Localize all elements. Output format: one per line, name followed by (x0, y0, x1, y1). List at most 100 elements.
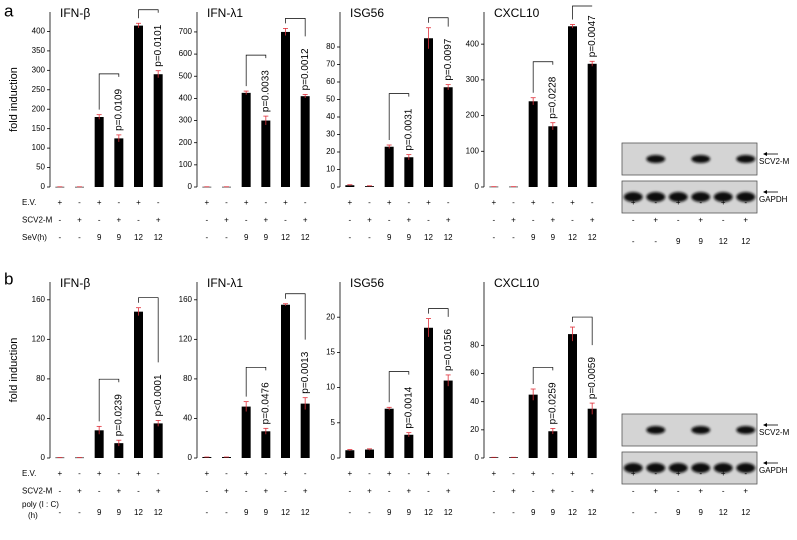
y-tick-label: 40 (183, 414, 192, 423)
bar (153, 423, 163, 458)
y-tick-label: 100 (179, 160, 193, 169)
panel-label: a (4, 1, 14, 20)
condition-mark: - (78, 469, 81, 478)
y-tick-label: 0 (41, 453, 46, 462)
bracket (98, 73, 120, 110)
bar (241, 92, 251, 187)
condition-mark: - (157, 198, 160, 207)
condition-mark: + (721, 198, 726, 207)
condition-mark: 9 (551, 233, 556, 242)
p-value: p=0.0476 (260, 382, 271, 424)
y-tick-label: 200 (179, 138, 193, 147)
condition-mark: 9 (407, 508, 412, 517)
y-tick-label: 60 (326, 77, 335, 86)
y-tick-label: 20 (326, 312, 335, 321)
blot-band (623, 192, 643, 202)
blot-band (668, 192, 688, 202)
condition-mark: - (368, 508, 371, 517)
bracket (532, 367, 554, 385)
condition-mark: 9 (244, 233, 249, 242)
condition-label: poly (I : C) (22, 500, 59, 509)
blot-arrow-head (763, 461, 767, 465)
condition-mark: + (136, 469, 141, 478)
chart-title: ISG56 (350, 276, 384, 290)
y-tick-label: 0 (331, 182, 336, 191)
condition-mark: - (137, 216, 140, 225)
condition-mark: 12 (568, 508, 577, 517)
condition-mark: + (406, 216, 411, 225)
p-value: p=0.0101 (153, 24, 164, 66)
bar (443, 380, 453, 458)
condition-mark: 9 (117, 508, 122, 517)
condition-mark: - (78, 233, 81, 242)
condition-mark: 12 (719, 237, 728, 246)
bar (528, 394, 538, 458)
condition-mark: 12 (741, 237, 750, 246)
condition-mark: - (571, 216, 574, 225)
condition-mark: + (387, 469, 392, 478)
condition-mark: - (677, 216, 680, 225)
condition-mark: - (722, 216, 725, 225)
p-value: p=0.0109 (113, 88, 124, 130)
condition-mark: - (677, 487, 680, 496)
condition-mark: + (698, 487, 703, 496)
bracket (98, 378, 120, 422)
condition-mark: - (117, 469, 120, 478)
condition-mark: - (58, 508, 61, 517)
condition-mark: + (156, 487, 161, 496)
blot-box (621, 413, 758, 447)
y-tick-label: 0 (41, 182, 46, 191)
y-tick-label: 5 (331, 418, 336, 427)
y-tick-label: 40 (36, 414, 45, 423)
bar (528, 101, 538, 187)
condition-label: E.V. (22, 469, 36, 478)
condition-mark: - (632, 216, 635, 225)
blot-band (691, 426, 711, 434)
bar (300, 403, 310, 458)
condition-mark: + (590, 487, 595, 496)
condition-mark: + (367, 487, 372, 496)
condition-mark: + (743, 487, 748, 496)
condition-mark: - (447, 198, 450, 207)
condition-mark: - (407, 198, 410, 207)
condition-mark: 9 (264, 233, 269, 242)
y-tick-label: 160 (32, 295, 46, 304)
blot-band (646, 192, 666, 202)
panel-label: b (4, 269, 13, 288)
condition-mark: - (348, 487, 351, 496)
condition-mark: 12 (134, 508, 143, 517)
condition-mark: 12 (424, 233, 433, 242)
condition-mark: + (653, 216, 658, 225)
y-tick-label: 80 (470, 340, 479, 349)
chart-title: ISG56 (350, 6, 384, 20)
y-tick-label: 120 (179, 334, 193, 343)
p-value: p=0.0059 (587, 357, 598, 399)
condition-mark: - (512, 233, 515, 242)
condition-mark: 12 (154, 508, 163, 517)
p-value: p=0.0239 (113, 394, 124, 436)
condition-mark: - (571, 487, 574, 496)
condition-mark: + (653, 487, 658, 496)
y-tick-label: 150 (32, 124, 46, 133)
y-tick-label: 350 (32, 46, 46, 55)
condition-mark: - (284, 216, 287, 225)
bar (548, 431, 558, 458)
condition-mark: 12 (568, 233, 577, 242)
condition-mark: 9 (531, 508, 536, 517)
condition-mark: - (264, 198, 267, 207)
blot-band (736, 426, 756, 434)
condition-mark: 12 (301, 233, 310, 242)
condition-mark: 9 (551, 508, 556, 517)
y-tick-label: 400 (32, 27, 46, 36)
blot-band (691, 463, 711, 473)
condition-mark: + (511, 487, 516, 496)
condition-mark: - (744, 469, 747, 478)
blot-label: SCV2-M (759, 157, 790, 166)
y-tick-label: 15 (326, 348, 335, 357)
p-value: p=0.0156 (443, 329, 454, 371)
condition-mark: + (491, 198, 496, 207)
condition-mark: - (632, 508, 635, 517)
condition-mark: - (407, 469, 410, 478)
chart-title: IFN-β (60, 276, 90, 290)
condition-mark: - (427, 216, 430, 225)
